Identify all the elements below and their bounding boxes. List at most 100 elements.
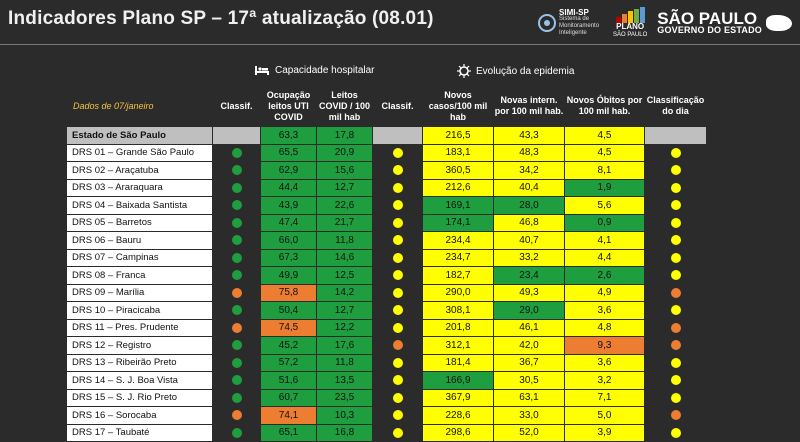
ocupacao-cell: 63,3 <box>260 126 317 145</box>
ocupacao-cell: 66,0 <box>260 231 317 250</box>
obitos-cell: 5,6 <box>564 196 645 215</box>
status-dot-yellow <box>392 357 403 368</box>
classif-hospital-cell <box>212 248 261 267</box>
header-classif-hospital: Classif. <box>212 85 261 127</box>
classif-hospital-cell <box>212 266 261 285</box>
status-dot-yellow <box>392 217 403 228</box>
header-leitos: Leitos COVID / 100 mil hab <box>316 85 373 127</box>
status-dot-green <box>231 200 242 211</box>
leitos-cell: 23,5 <box>316 388 373 407</box>
ocupacao-cell: 50,4 <box>260 301 317 320</box>
classif-epidemia-cell <box>372 283 423 302</box>
classif-epidemia-cell <box>372 213 423 232</box>
page-title: Indicadores Plano SP – 17ª atualização (… <box>8 8 434 29</box>
obitos-cell: 5,0 <box>564 406 645 425</box>
leitos-cell: 13,5 <box>316 371 373 390</box>
status-dot-yellow <box>392 322 403 333</box>
classif-dia-cell <box>644 318 707 337</box>
ocupacao-cell: 51,6 <box>260 371 317 390</box>
status-dot-yellow <box>670 357 681 368</box>
virus-icon <box>457 64 471 78</box>
leitos-cell: 17,8 <box>316 126 373 145</box>
classif-dia-cell <box>644 231 707 250</box>
status-dot-yellow <box>670 270 681 281</box>
bars-icon <box>615 7 645 23</box>
region-name: Estado de São Paulo <box>66 126 213 145</box>
status-dot-orange <box>231 410 242 421</box>
leitos-cell: 12,7 <box>316 178 373 197</box>
status-dot-yellow <box>670 392 681 403</box>
table-header-row: Dados de 07/janeiro Classif. Ocupação le… <box>66 85 707 127</box>
classif-hospital-cell <box>212 301 261 320</box>
status-dot-yellow <box>670 217 681 228</box>
internacoes-cell: 28,0 <box>493 196 565 215</box>
status-dot-yellow <box>392 252 403 263</box>
header-internacoes: Novas intern. por 100 mil hab. <box>493 85 565 127</box>
section-epidemia: Evolução da epidemia <box>457 64 574 78</box>
region-name: DRS 10 – Piracicaba <box>66 301 213 320</box>
table-body: Estado de São Paulo 63,3 17,8 216,5 43,3 4,5 D… <box>66 126 707 442</box>
leitos-cell: 15,6 <box>316 161 373 180</box>
ocupacao-cell: 60,7 <box>260 388 317 407</box>
status-dot-green <box>231 147 242 158</box>
classif-dia-cell <box>644 143 707 162</box>
classif-dia-cell <box>644 178 707 197</box>
status-dot-yellow <box>392 270 403 281</box>
classif-dia-cell <box>644 248 707 267</box>
casos-cell: 183,1 <box>422 143 494 162</box>
table-row: DRS 09 – Marília 75,8 14,2 290,0 49,3 4,9 <box>66 283 707 302</box>
obitos-cell: 2,6 <box>564 266 645 285</box>
ocupacao-cell: 43,9 <box>260 196 317 215</box>
classif-dia-cell <box>644 336 707 355</box>
leitos-cell: 14,6 <box>316 248 373 267</box>
leitos-cell: 20,9 <box>316 143 373 162</box>
status-dot-green <box>231 340 242 351</box>
classif-epidemia-cell <box>372 388 423 407</box>
governo-sp-logo: SÃO PAULO GOVERNO DO ESTADO <box>657 10 792 35</box>
simi-label: SIMI-SP <box>559 8 589 17</box>
internacoes-cell: 42,0 <box>493 336 565 355</box>
status-dot-yellow <box>670 165 681 176</box>
state-row: Estado de São Paulo 63,3 17,8 216,5 43,3 4,5 <box>66 126 707 145</box>
internacoes-cell: 34,2 <box>493 161 565 180</box>
casos-cell: 308,1 <box>422 301 494 320</box>
status-dot-yellow <box>392 392 403 403</box>
status-dot-orange <box>670 322 681 333</box>
leitos-cell: 17,6 <box>316 336 373 355</box>
casos-cell: 234,4 <box>422 231 494 250</box>
classif-dia-cell <box>644 406 707 425</box>
status-dot-yellow <box>392 165 403 176</box>
status-dot-orange <box>670 340 681 351</box>
classif-epidemia-cell <box>372 301 423 320</box>
classif-dia-cell <box>644 301 707 320</box>
obitos-cell: 4,5 <box>564 126 645 145</box>
status-dot-yellow <box>392 305 403 316</box>
section-epidemia-label: Evolução da epidemia <box>476 65 575 77</box>
obitos-cell: 3,2 <box>564 371 645 390</box>
obitos-cell: 9,3 <box>564 336 645 355</box>
casos-cell: 166,9 <box>422 371 494 390</box>
classif-hospital-cell <box>212 231 261 250</box>
casos-cell: 182,7 <box>422 266 494 285</box>
obitos-cell: 0,9 <box>564 213 645 232</box>
internacoes-cell: 23,4 <box>493 266 565 285</box>
internacoes-cell: 46,1 <box>493 318 565 337</box>
region-name: DRS 03 – Araraquara <box>66 178 213 197</box>
bed-icon <box>255 66 269 75</box>
status-dot-yellow <box>392 375 403 386</box>
region-name: DRS 06 – Bauru <box>66 231 213 250</box>
internacoes-cell: 30,5 <box>493 371 565 390</box>
classif-dia-cell <box>644 371 707 390</box>
region-name: DRS 12 – Registro <box>66 336 213 355</box>
classif-epidemia-cell <box>372 406 423 425</box>
section-hospital-label: Capacidade hospitalar <box>275 64 375 76</box>
classif-hospital-cell <box>212 283 261 302</box>
plano-sp-logo: PLANO SÃO PAULO <box>613 7 647 39</box>
table-row: DRS 04 – Baixada Santista 43,9 22,6 169,1 28… <box>66 196 707 215</box>
ocupacao-cell: 57,2 <box>260 353 317 372</box>
obitos-cell: 4,5 <box>564 143 645 162</box>
casos-cell: 169,1 <box>422 196 494 215</box>
table-row: DRS 02 – Araçatuba 62,9 15,6 360,5 34,2 8,1 <box>66 161 707 180</box>
classif-epidemia-cell <box>372 143 423 162</box>
casos-cell: 212,6 <box>422 178 494 197</box>
